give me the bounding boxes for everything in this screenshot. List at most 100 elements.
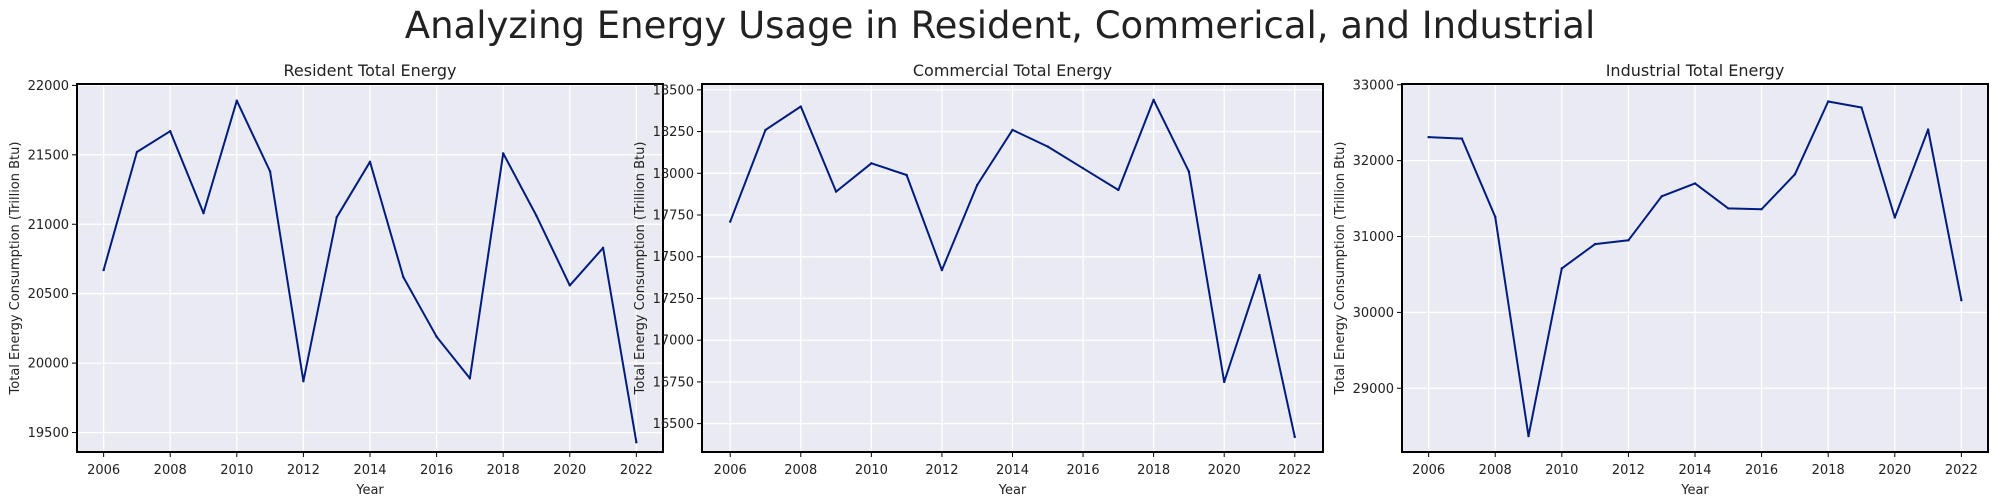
- industrial-data-point: [1793, 173, 1797, 176]
- industrial-x-tick-label: 2012: [1612, 463, 1645, 478]
- industrial-data-point: [1727, 207, 1730, 210]
- commercial-x-tick-label: 2010: [855, 463, 888, 478]
- commercial-x-tick-label: 2018: [1137, 463, 1170, 478]
- commercial-x-tick-label: 2016: [1067, 463, 1100, 478]
- resident-data-point: [402, 275, 405, 279]
- resident-data-point: [468, 377, 472, 380]
- commercial-data-point: [764, 128, 767, 132]
- commercial-chart-title: Commercial Total Energy: [913, 61, 1112, 80]
- resident-x-tick-label: 2016: [420, 463, 453, 478]
- commercial-energy-chart: 2006 2008 2010 2012 2014 2016 2018 2020 2022 1650…: [633, 61, 1324, 498]
- commercial-data-point: [1117, 188, 1120, 192]
- resident-data-point: [268, 170, 272, 173]
- commercial-data-point: [1187, 170, 1191, 173]
- commercial-x-axis-label: Year: [998, 483, 1027, 498]
- resident-y-tick-label: 21500: [28, 148, 69, 163]
- resident-chart-title: Resident Total Energy: [284, 61, 457, 80]
- industrial-y-tick-label: 33000: [1353, 78, 1394, 93]
- resident-x-axis-label: Year: [355, 483, 384, 498]
- commercial-x-tick-label: 2014: [996, 463, 1029, 478]
- industrial-y-axis-label: Total Energy Consumption (Trillion Btu): [1333, 142, 1348, 396]
- industrial-x-tick-label: 2022: [1945, 463, 1978, 478]
- industrial-y-tick-label: 31000: [1353, 230, 1394, 245]
- resident-data-point: [335, 216, 338, 219]
- industrial-data-point: [1960, 299, 1963, 302]
- industrial-data-point: [1893, 216, 1896, 219]
- resident-data-point: [102, 268, 105, 272]
- resident-data-point: [635, 441, 638, 444]
- industrial-x-tick-label: 2018: [1812, 463, 1845, 478]
- resident-y-tick-label: 21000: [28, 218, 69, 233]
- industrial-chart-title: Industrial Total Energy: [1606, 61, 1785, 80]
- resident-y-tick-label: 20000: [28, 357, 69, 372]
- commercial-y-tick-label: 18250: [653, 125, 694, 140]
- resident-data-point: [302, 379, 305, 383]
- commercial-data-point: [1011, 128, 1014, 132]
- resident-data-point: [535, 214, 538, 218]
- resident-y-tick-label: 19500: [28, 426, 69, 441]
- industrial-x-axis-label: Year: [1680, 483, 1709, 498]
- commercial-x-tick-label: 2012: [925, 463, 958, 478]
- commercial-data-point: [834, 190, 838, 193]
- commercial-x-tick-label: 2022: [1278, 463, 1311, 478]
- commercial-y-tick-label: 17000: [653, 334, 694, 349]
- resident-x-tick-label: 2012: [287, 463, 320, 478]
- industrial-data-point: [1460, 137, 1464, 140]
- resident-data-point: [202, 211, 205, 215]
- commercial-data-point: [870, 162, 873, 165]
- industrial-x-tick-label: 2016: [1745, 463, 1778, 478]
- industrial-data-point: [1660, 195, 1663, 198]
- resident-x-tick-label: 2008: [154, 463, 187, 478]
- commercial-data-point: [1152, 98, 1155, 102]
- resident-x-tick-label: 2014: [353, 463, 386, 478]
- commercial-data-point: [976, 183, 979, 187]
- resident-y-tick-label: 22000: [28, 79, 69, 94]
- resident-energy-chart: 2006 2008 2010 2012 2014 2016 2018 2020 2022 1950…: [8, 61, 664, 498]
- resident-data-point: [435, 335, 438, 338]
- commercial-y-tick-label: 17250: [653, 292, 694, 307]
- industrial-data-point: [1427, 135, 1430, 139]
- commercial-x-tick-label: 2020: [1208, 463, 1241, 478]
- industrial-x-tick-label: 2014: [1678, 463, 1711, 478]
- industrial-data-point: [1627, 239, 1630, 242]
- resident-data-point: [235, 99, 239, 102]
- commercial-data-point: [905, 173, 908, 177]
- industrial-x-tick-label: 2008: [1479, 463, 1512, 478]
- commercial-y-tick-label: 16500: [653, 417, 694, 432]
- resident-x-tick-label: 2022: [620, 463, 653, 478]
- commercial-y-axis-label: Total Energy Consumption (Trillion Btu): [633, 142, 648, 396]
- industrial-data-point: [1527, 434, 1530, 438]
- resident-data-point: [169, 130, 172, 133]
- commercial-x-tick-label: 2006: [714, 463, 747, 478]
- industrial-energy-chart: 2006 2008 2010 2012 2014 2016 2018 2020 2022 2900…: [1333, 61, 1989, 498]
- resident-x-tick-label: 2010: [220, 463, 253, 478]
- resident-data-point: [501, 152, 505, 155]
- resident-data-point: [601, 246, 605, 250]
- commercial-y-tick-label: 18500: [653, 83, 694, 98]
- industrial-x-tick-label: 2010: [1545, 463, 1578, 478]
- figure-title: Analyzing Energy Usage in Resident, Comm…: [404, 4, 1596, 47]
- resident-y-axis-label: Total Energy Consumption (Trillion Btu): [8, 142, 23, 396]
- industrial-data-point: [1593, 242, 1597, 246]
- commercial-y-tick-label: 17500: [653, 250, 694, 265]
- industrial-data-point: [1926, 128, 1930, 131]
- commercial-y-tick-label: 16750: [653, 375, 694, 390]
- commercial-data-point: [799, 105, 802, 108]
- resident-x-tick-label: 2018: [487, 463, 520, 478]
- commercial-x-tick-label: 2008: [784, 463, 817, 478]
- commercial-data-point: [729, 220, 732, 223]
- resident-x-tick-label: 2020: [553, 463, 586, 478]
- commercial-data-point: [1081, 167, 1085, 170]
- resident-y-tick-label: 20500: [28, 287, 69, 302]
- commercial-data-point: [940, 268, 944, 272]
- industrial-data-point: [1494, 215, 1497, 218]
- commercial-y-tick-label: 17750: [653, 209, 694, 224]
- commercial-data-point: [1293, 435, 1296, 439]
- industrial-x-tick-label: 2020: [1878, 463, 1911, 478]
- industrial-y-tick-label: 29000: [1353, 382, 1394, 397]
- industrial-data-point: [1560, 267, 1564, 270]
- commercial-y-tick-label: 18000: [653, 167, 694, 182]
- industrial-x-tick-label: 2006: [1412, 463, 1445, 478]
- industrial-y-tick-label: 30000: [1353, 306, 1394, 321]
